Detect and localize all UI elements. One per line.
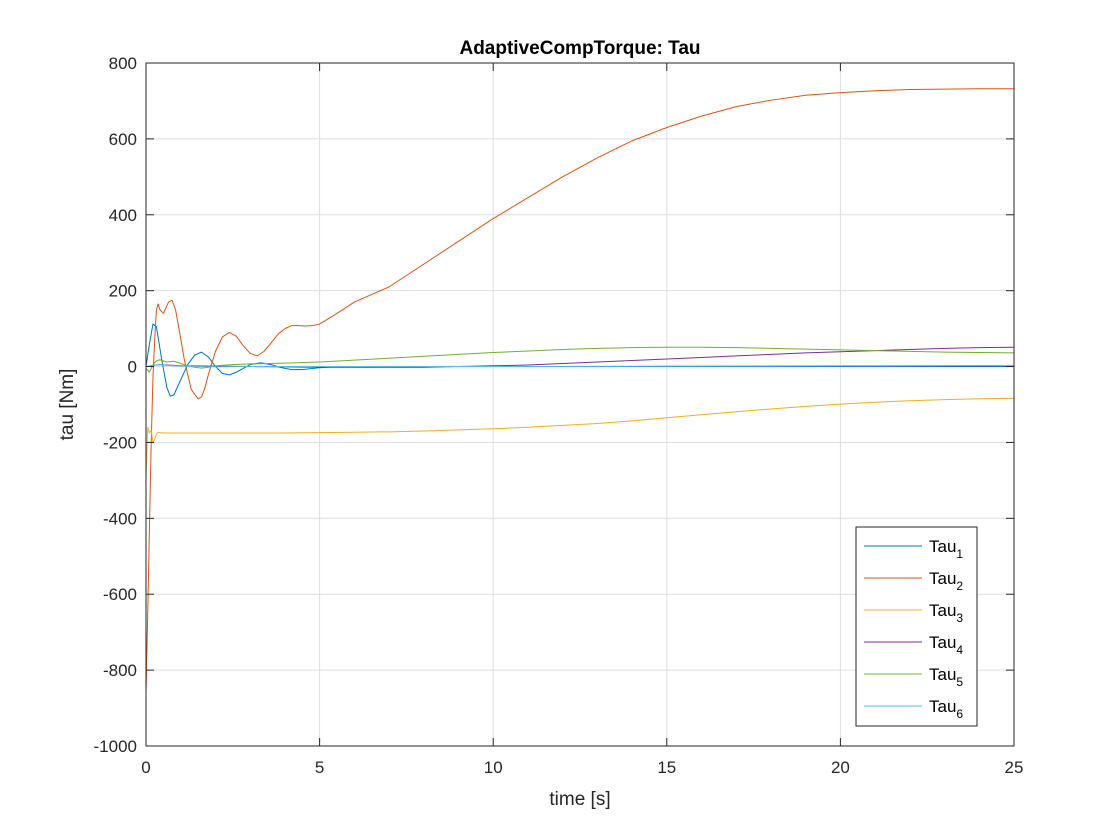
y-tick-label: -600 (103, 585, 137, 604)
legend-label-tau-2: Tau2 (929, 569, 963, 593)
legend-box (855, 526, 978, 727)
y-tick-label: 200 (109, 282, 137, 301)
series-line-tau-3 (145, 397, 1015, 478)
legend-label-tau-6: Tau6 (929, 697, 963, 721)
legend-label-tau-3: Tau3 (929, 601, 963, 625)
x-tick-label: 15 (657, 758, 676, 777)
legend-label-tau-5: Tau5 (929, 665, 963, 689)
x-tick-label: 0 (141, 758, 150, 777)
plot-frame (145, 62, 1015, 747)
y-tick-label: -400 (103, 509, 137, 528)
y-tick-label: -800 (103, 661, 137, 680)
legend: Tau1 Tau2 Tau3 Tau4 Tau5 Tau6 (855, 526, 978, 727)
series-line-tau-6 (145, 364, 1015, 368)
x-axis-label: time [s] (549, 789, 610, 810)
x-tick-label: 5 (315, 758, 324, 777)
y-tick-label: 0 (128, 358, 137, 377)
y-tick-label: 800 (109, 54, 137, 73)
chart-title: AdaptiveCompTorque: Tau (459, 38, 700, 59)
legend-label-tau-4: Tau4 (929, 633, 963, 657)
y-tick-label: -1000 (94, 737, 137, 756)
grid-lines (146, 63, 1014, 746)
axis-ticks: 0 5 10 15 20 25 -1000 -800 -600 -400 -200 0 200 400 60… (94, 54, 1024, 777)
series-layer (145, 88, 1015, 694)
y-axis-label: tau [Nm] (57, 369, 78, 441)
y-tick-label: 400 (109, 206, 137, 225)
x-tick-label: 20 (831, 758, 850, 777)
legend-label-tau-1: Tau1 (929, 537, 963, 561)
y-tick-label: -200 (103, 433, 137, 452)
series-line-tau-4 (145, 346, 1015, 368)
series-line-tau-5 (145, 346, 1015, 373)
y-tick-label: 600 (109, 130, 137, 149)
x-tick-label: 25 (1005, 758, 1024, 777)
x-tick-label: 10 (484, 758, 503, 777)
series-line-tau-2 (145, 88, 1015, 694)
